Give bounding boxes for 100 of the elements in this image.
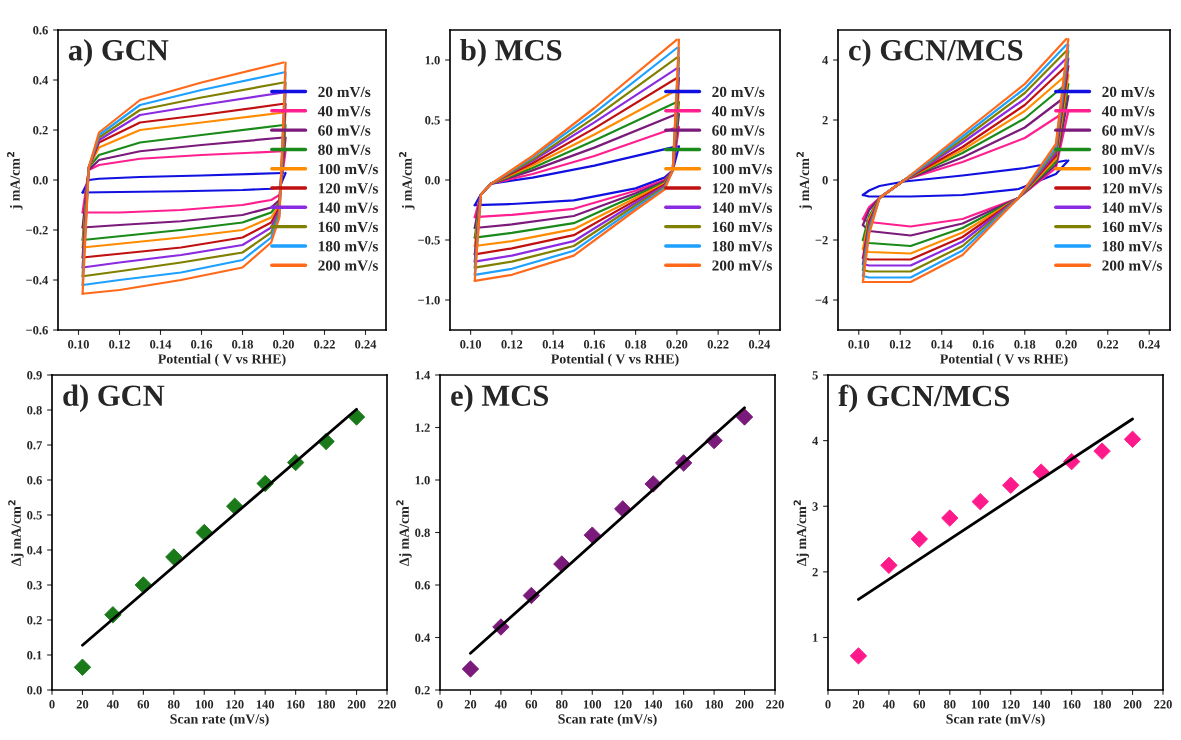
- y-tick-label: −0.4: [26, 276, 49, 285]
- x-tick-label: 0.18: [1014, 340, 1036, 349]
- x-tick-label: 0.20: [1055, 340, 1077, 349]
- legend-label: 100 mV/s: [1102, 163, 1162, 175]
- y-tick-label: 0.0: [425, 176, 440, 185]
- legend-label: 160 mV/s: [1102, 221, 1162, 233]
- legend-label: 20 mV/s: [712, 86, 765, 98]
- x-tick-label: 20: [464, 700, 477, 709]
- legend-label: 140 mV/s: [712, 202, 772, 213]
- y-tick-label: 1.0: [415, 476, 430, 485]
- x-axis-title: Potential ( V vs RHE): [158, 353, 286, 367]
- legend-label: 40 mV/s: [711, 106, 765, 117]
- x-tick-label: 20: [76, 700, 89, 709]
- legend-label: 40 mV/s: [1101, 106, 1155, 117]
- legend-label: 200 mV/s: [712, 260, 772, 271]
- legend-label: 20 mV/s: [318, 86, 371, 98]
- x-tick-label: 0.22: [1097, 340, 1119, 349]
- legend-label: 200 mV/s: [318, 260, 378, 271]
- legend-label: 180 mV/s: [712, 241, 772, 252]
- legend-label: 180 mV/s: [318, 241, 378, 252]
- legend-label: 100 mV/s: [318, 163, 378, 175]
- chart-title: e) MCS: [451, 384, 549, 413]
- x-tick-label: 220: [1154, 700, 1172, 709]
- x-tick-label: 180: [1093, 700, 1111, 709]
- chart-title: a) GCN: [68, 39, 169, 67]
- legend-label: 120 mV/s: [712, 183, 772, 194]
- y-tick-label: 0.5: [27, 511, 42, 520]
- x-tick-label: 200: [1123, 700, 1142, 709]
- x-tick-label: 140: [644, 700, 663, 709]
- chart-title: f) GCN/MCS: [838, 384, 1010, 413]
- y-tick-label: 0.0: [33, 176, 48, 185]
- x-tick-label: 0.10: [460, 340, 482, 349]
- y-tick-label: 0.8: [27, 406, 42, 415]
- x-tick-label: 0.10: [68, 340, 89, 349]
- y-tick-label: −0.2: [26, 226, 48, 235]
- y-tick-label: −0.5: [418, 236, 440, 245]
- legend-label: 80 mV/s: [1102, 144, 1155, 156]
- legend-label: 20 mV/s: [1102, 86, 1155, 98]
- x-tick-label: 0.16: [972, 340, 994, 349]
- x-tick-label: 220: [766, 700, 784, 709]
- legend-label: 160 mV/s: [712, 221, 772, 233]
- x-tick-label: 20: [852, 700, 865, 709]
- legend-label: 160 mV/s: [318, 221, 378, 233]
- y-tick-label: 1: [813, 633, 818, 642]
- x-axis-title: Potential ( V vs RHE): [551, 353, 679, 367]
- x-tick-label: 0.24: [1138, 340, 1160, 349]
- x-tick-label: 40: [106, 700, 119, 709]
- y-tick-label: 1.2: [415, 423, 430, 433]
- y-tick-label: 5: [812, 371, 818, 380]
- y-tick-label: 0.0: [27, 686, 42, 695]
- x-tick-label: 60: [525, 700, 538, 709]
- x-tick-label: 180: [705, 700, 723, 709]
- y-tick-label: 0: [822, 176, 828, 185]
- x-tick-label: 0.16: [583, 340, 605, 349]
- y-axis-title: j mA/cm$^{2}$: [796, 151, 812, 210]
- legend-label: 180 mV/s: [1102, 241, 1162, 252]
- x-tick-label: 80: [167, 700, 180, 709]
- legend-label: 200 mV/s: [1102, 260, 1162, 271]
- x-tick-label: 0.14: [542, 340, 564, 349]
- y-axis-title: j mA/cm$^{2}$: [399, 151, 415, 210]
- y-tick-label: 0.2: [27, 616, 42, 625]
- y-tick-label: 0.6: [415, 581, 430, 590]
- legend-label: 120 mV/s: [318, 183, 378, 194]
- chart-title: b) MCS: [460, 39, 562, 67]
- x-tick-label: 160: [287, 700, 305, 709]
- x-tick-label: 60: [137, 700, 150, 709]
- legend-label: 140 mV/s: [318, 202, 378, 213]
- y-tick-label: 0.3: [27, 581, 42, 590]
- y-tick-label: 0.4: [27, 546, 43, 555]
- y-tick-label: 0.6: [33, 26, 48, 35]
- y-tick-label: 0.4: [33, 76, 49, 85]
- x-tick-label: 160: [675, 700, 693, 709]
- legend-label: 40 mV/s: [317, 106, 371, 117]
- x-axis-title: Scan rate (mV/s): [170, 713, 269, 727]
- x-axis-title: Potential ( V vs RHE): [940, 353, 1068, 367]
- y-tick-label: −1.0: [418, 296, 440, 305]
- x-tick-label: 140: [256, 700, 275, 709]
- chart-title: c) GCN/MCS: [849, 39, 1023, 67]
- legend-label: 140 mV/s: [1102, 202, 1162, 213]
- y-tick-label: 0.6: [27, 476, 42, 485]
- legend-label: 60 mV/s: [712, 125, 765, 136]
- x-tick-label: 100: [971, 700, 990, 709]
- x-axis-title: Scan rate (mV/s): [946, 713, 1045, 727]
- y-tick-label: 1.0: [425, 56, 440, 65]
- y-tick-label: 0.8: [415, 528, 430, 538]
- x-tick-label: 120: [614, 700, 632, 709]
- x-tick-label: 0.20: [273, 340, 294, 349]
- x-tick-label: 0.22: [707, 340, 729, 349]
- legend-label: 60 mV/s: [318, 125, 371, 136]
- x-tick-label: 0.10: [848, 340, 870, 349]
- legend-label: 60 mV/s: [1102, 125, 1155, 136]
- y-tick-label: 4: [822, 56, 829, 65]
- legend-label: 120 mV/s: [1102, 183, 1162, 194]
- x-tick-label: 0.12: [501, 340, 523, 349]
- x-tick-label: 120: [1002, 700, 1020, 709]
- x-tick-label: 0.12: [109, 340, 130, 349]
- x-tick-label: 0.22: [314, 340, 335, 349]
- y-axis-title: Δj mA/cm$^{2}$: [396, 500, 412, 566]
- x-tick-label: 0.18: [625, 340, 647, 349]
- legend-label: 100 mV/s: [712, 163, 772, 175]
